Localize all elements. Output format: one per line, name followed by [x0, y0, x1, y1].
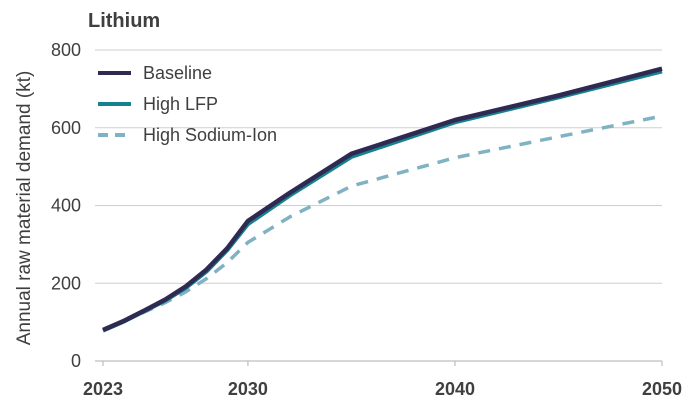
y-axis-label: Annual raw material demand (kt): [14, 71, 35, 346]
x-tick-label: 2040: [435, 379, 475, 399]
x-axis-ticks: 2023 2030 2040 2050: [83, 361, 682, 399]
y-tick-label: 600: [51, 118, 81, 138]
x-tick-label: 2050: [642, 379, 682, 399]
series-lines: [102, 66, 663, 333]
series-line-baseline: [102, 66, 663, 332]
legend-label: High Sodium-Ion: [143, 125, 277, 145]
x-tick-label: 2023: [83, 379, 123, 399]
legend-label: High LFP: [143, 94, 218, 114]
y-tick-label: 200: [51, 273, 81, 293]
y-tick-label: 400: [51, 196, 81, 216]
y-axis-ticks: 0 200 400 600 800: [51, 40, 81, 371]
legend: Baseline High LFP High Sodium-Ion: [98, 63, 277, 145]
chart-title: Lithium: [88, 10, 160, 32]
y-tick-label: 800: [51, 40, 81, 60]
x-tick-label: 2030: [228, 379, 268, 399]
y-tick-label: 0: [71, 351, 81, 371]
legend-label: Baseline: [143, 63, 212, 83]
